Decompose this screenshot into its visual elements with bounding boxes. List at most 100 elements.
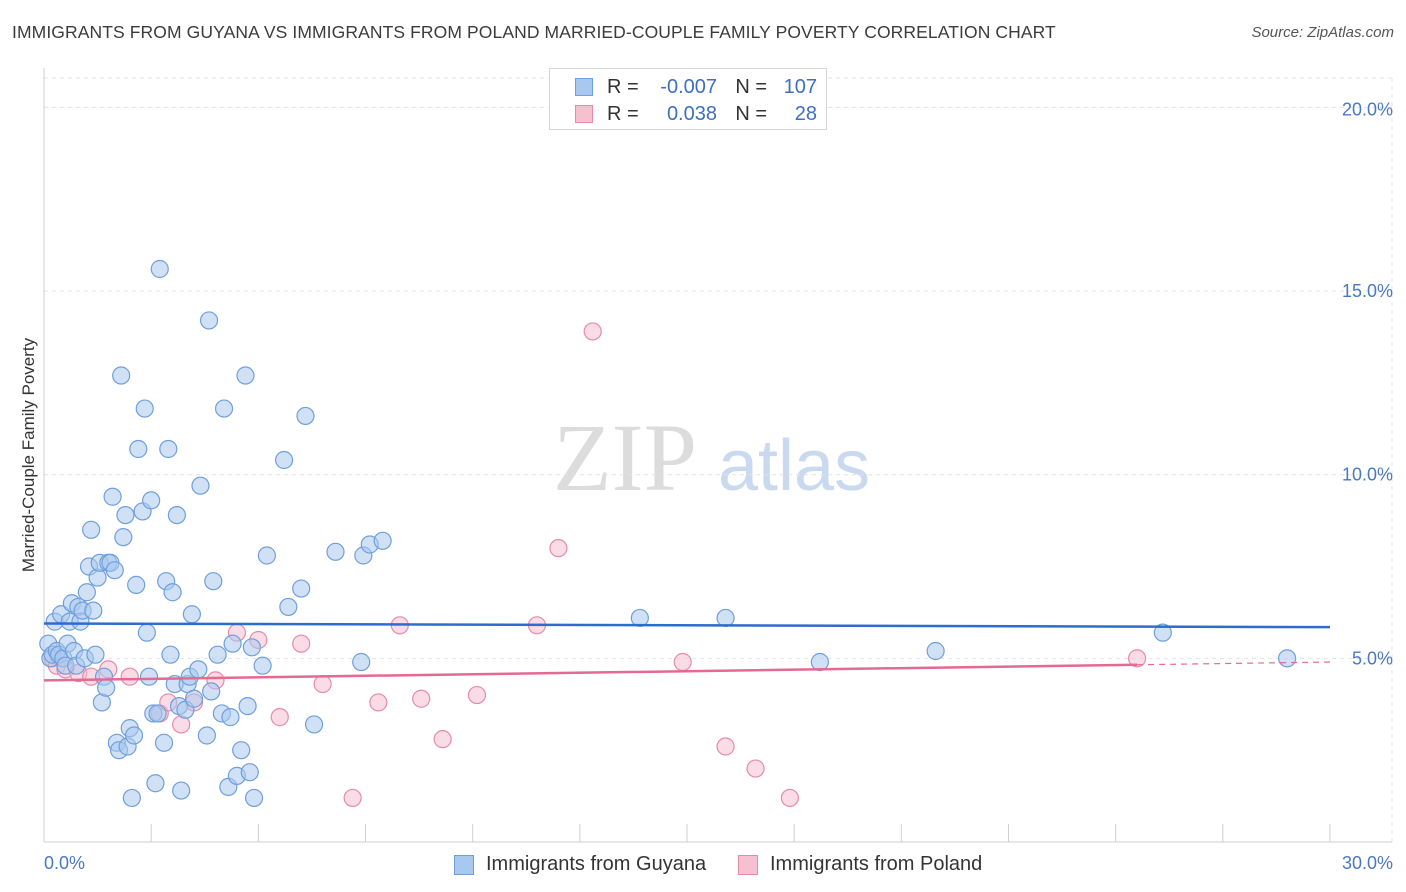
guyana-point	[139, 667, 159, 686]
guyana-point	[244, 788, 264, 808]
guyana-point	[103, 487, 122, 506]
page-title: IMMIGRANTS FROM GUYANA VS IMMIGRANTS FRO…	[12, 22, 1056, 42]
y-tick-label: 5.0%	[1352, 648, 1393, 668]
watermark-atlas: atlas	[718, 426, 870, 506]
poland-point	[313, 674, 332, 694]
legend-n-value: 107	[783, 75, 817, 98]
guyana-point	[182, 605, 201, 624]
legend-row-poland: R = 0.038 N = 28	[575, 102, 817, 126]
guyana-point	[1153, 623, 1172, 642]
y-tick-label: 10.0%	[1342, 465, 1393, 485]
poland-point	[433, 730, 452, 749]
guyana-point	[184, 689, 204, 708]
guyana-point	[214, 399, 234, 418]
guyana-points	[39, 259, 1297, 808]
guyana-point	[199, 311, 219, 330]
guyana-point	[223, 634, 242, 653]
series-swatch-guyana	[454, 854, 474, 875]
poland-trend-extension	[1137, 661, 1331, 666]
guyana-trend-line	[43, 622, 1331, 629]
series-legend-guyana-label: Immigrants from Guyana	[486, 853, 707, 875]
guyana-point	[202, 682, 221, 701]
guyana-point	[296, 406, 315, 426]
guyana-point	[630, 608, 649, 628]
x-tick-label: 0.0%	[44, 853, 85, 873]
legend-r-value: -0.007	[660, 75, 717, 98]
guyana-point	[84, 601, 103, 620]
guyana-point	[105, 561, 124, 580]
guyana-point	[116, 505, 135, 525]
poland-point	[369, 693, 388, 712]
guyana-point	[154, 733, 174, 752]
guyana-point	[135, 399, 154, 418]
axes	[43, 68, 1392, 843]
guyana-point	[146, 774, 165, 793]
guyana-point	[77, 583, 96, 602]
poland-point	[120, 667, 139, 686]
series-legend-guyana[interactable]: Immigrants from Guyana	[454, 853, 706, 876]
guyana-point	[167, 505, 186, 525]
guyana-point	[240, 763, 259, 782]
poland-point	[412, 689, 431, 708]
poland-point	[673, 652, 692, 672]
guyana-point	[257, 546, 277, 565]
guyana-point	[189, 660, 208, 679]
legend-r-label: R =	[607, 75, 639, 98]
guyana-point	[253, 656, 272, 675]
guyana-point	[127, 575, 146, 594]
guyana-point	[716, 608, 735, 628]
guyana-point	[204, 572, 223, 591]
legend-row-guyana: R = -0.007 N = 107	[575, 75, 817, 99]
guyana-point	[86, 645, 105, 664]
poland-point	[292, 634, 311, 653]
poland-point	[343, 788, 362, 808]
series-swatch-poland	[738, 854, 758, 875]
guyana-point	[236, 366, 255, 385]
guyana-point	[114, 528, 133, 547]
poland-point	[467, 685, 487, 705]
tick-labels: 5.0% 10.0% 15.0% 20.0% 0.0% 30.0%	[44, 99, 1393, 873]
guyana-point	[159, 439, 178, 459]
guyana-point	[926, 641, 945, 661]
poland-point	[746, 759, 765, 778]
series-legend: Immigrants from Guyana Immigrants from P…	[0, 851, 1406, 879]
guyana-point	[148, 704, 167, 723]
series-legend-poland-label: Immigrants from Poland	[770, 853, 983, 875]
guyana-point	[221, 708, 240, 727]
guyana-point	[242, 638, 262, 657]
guyana-point	[97, 678, 116, 697]
series-legend-poland[interactable]: Immigrants from Poland	[738, 853, 982, 876]
guyana-point	[163, 583, 182, 602]
guyana-point	[124, 726, 144, 745]
guyana-point	[172, 781, 191, 800]
guyana-point	[279, 597, 298, 617]
trend-lines	[43, 622, 1331, 682]
correlation-legend: R = -0.007 N = 107 R = 0.038 N = 28	[549, 68, 827, 130]
poland-point	[270, 708, 289, 727]
poland-point	[1127, 649, 1147, 668]
guyana-point	[142, 491, 161, 510]
guyana-point	[232, 741, 251, 760]
poland-trend-line	[43, 663, 1138, 682]
y-tick-label: 15.0%	[1342, 281, 1393, 301]
guyana-point	[304, 715, 324, 734]
watermark-zip: ZIP	[553, 404, 697, 511]
poland-point	[549, 539, 568, 558]
guyana-point	[150, 259, 169, 279]
guyana-point	[129, 439, 148, 459]
legend-swatch-poland	[575, 105, 593, 123]
guyana-point	[197, 726, 216, 745]
guyana-point	[326, 542, 345, 561]
guyana-point	[112, 366, 131, 385]
guyana-point	[352, 652, 371, 672]
guyana-point	[292, 579, 311, 598]
guyana-point	[274, 450, 294, 470]
legend-n-label: N =	[735, 75, 767, 98]
guyana-point	[191, 476, 210, 495]
guyana-point	[373, 531, 392, 550]
guyana-point	[82, 520, 101, 539]
poland-point	[583, 322, 602, 341]
guyana-point	[122, 788, 141, 808]
legend-swatch-guyana	[575, 78, 593, 96]
poland-point	[716, 737, 735, 756]
